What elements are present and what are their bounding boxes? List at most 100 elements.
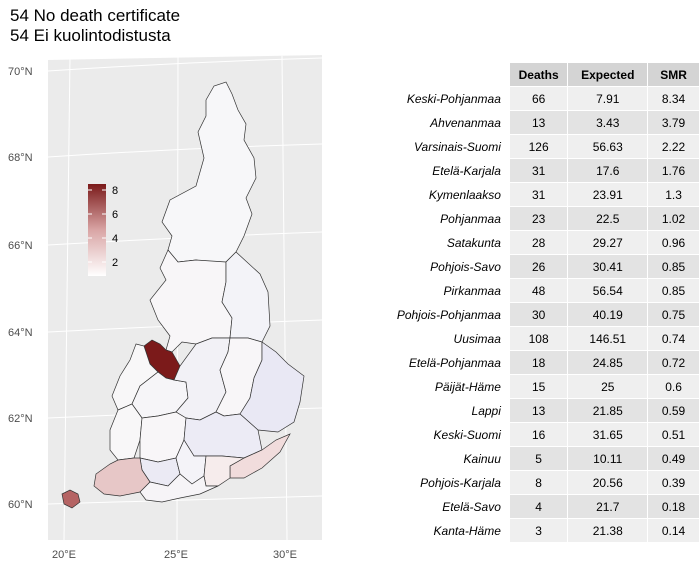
region-name-cell: Kainuu [378, 446, 510, 471]
region-name-cell: Keski-Pohjanmaa [378, 86, 510, 111]
finland-map: 8 6 4 2 70°N 68°N 66°N 64°N 62°N 60°N 20… [8, 55, 323, 561]
expected-cell: 10.11 [567, 446, 649, 471]
deaths-cell: 48 [508, 278, 569, 303]
smr-cell: 0.18 [647, 494, 700, 519]
deaths-cell: 4 [508, 494, 569, 519]
region-pohjois-karjala [239, 341, 305, 433]
table-row: Kainuu 5 10.11 0.49 [378, 446, 700, 471]
expected-cell: 29.27 [567, 230, 649, 255]
table-row: Pirkanmaa 48 56.54 0.85 [378, 278, 700, 303]
chart-title-english: 54 No death certificate [10, 6, 181, 25]
expected-cell: 30.41 [567, 254, 649, 279]
smr-cell: 2.22 [647, 134, 700, 159]
region-name-cell: Ahvenanmaa [378, 110, 510, 135]
region-name-cell: Päijät-Häme [378, 374, 510, 399]
expected-cell: 21.38 [567, 518, 649, 543]
table-row: Varsinais-Suomi 126 56.63 2.22 [378, 134, 700, 159]
smr-cell: 0.85 [647, 278, 700, 303]
expected-cell: 21.7 [567, 494, 649, 519]
lat-tick-64: 64°N [8, 327, 33, 339]
smr-cell: 0.39 [647, 470, 700, 495]
table-row: Keski-Suomi 16 31.65 0.51 [378, 422, 700, 447]
chart-title-finnish: 54 Ei kuolintodistusta [10, 26, 171, 45]
region-name-cell: Pohjanmaa [378, 206, 510, 231]
smr-cell: 1.3 [647, 182, 700, 207]
table-header-row: Deaths Expected SMR [378, 62, 700, 87]
table-row: Pohjois-Pohjanmaa 30 40.19 0.75 [378, 302, 700, 327]
smr-cell: 0.49 [647, 446, 700, 471]
deaths-cell: 13 [508, 398, 569, 423]
lon-tick-30: 30°E [273, 549, 297, 561]
table-row: Pohjois-Savo 26 30.41 0.85 [378, 254, 700, 279]
table-row: Pohjanmaa 23 22.5 1.02 [378, 206, 700, 231]
lat-tick-62: 62°N [8, 413, 33, 425]
table-row: Etelä-Karjala 31 17.6 1.76 [378, 158, 700, 183]
deaths-cell: 13 [508, 110, 569, 135]
lon-tick-25: 25°E [164, 549, 188, 561]
smr-cell: 0.85 [647, 254, 700, 279]
table-row: Uusimaa 108 146.51 0.74 [378, 326, 700, 351]
smr-cell: 0.96 [647, 230, 700, 255]
deaths-cell: 16 [508, 422, 569, 447]
deaths-cell: 15 [508, 374, 569, 399]
expected-cell: 24.85 [567, 350, 649, 375]
region-ahvenanmaa [61, 489, 81, 509]
expected-cell: 3.43 [567, 110, 649, 135]
region-name-cell: Satakunta [378, 230, 510, 255]
deaths-cell: 30 [508, 302, 569, 327]
expected-cell: 7.91 [567, 86, 649, 111]
expected-cell: 22.5 [567, 206, 649, 231]
legend-tick-6: 6 [112, 209, 118, 221]
smr-cell: 0.72 [647, 350, 700, 375]
region-name-cell: Kymenlaakso [378, 182, 510, 207]
legend-colorbar [88, 184, 106, 276]
smr-table: Deaths Expected SMR Keski-Pohjanmaa 66 7.9… [378, 62, 700, 543]
expected-cell: 146.51 [567, 326, 649, 351]
expected-cell: 23.91 [567, 182, 649, 207]
smr-cell: 0.74 [647, 326, 700, 351]
legend-tick-8: 8 [112, 185, 118, 197]
deaths-cell: 26 [508, 254, 569, 279]
deaths-cell: 3 [508, 518, 569, 543]
smr-cell: 0.14 [647, 518, 700, 543]
expected-cell: 40.19 [567, 302, 649, 327]
expected-cell: 31.65 [567, 422, 649, 447]
table-row: Satakunta 28 29.27 0.96 [378, 230, 700, 255]
header-expected: Expected [567, 62, 649, 87]
smr-cell: 1.02 [647, 206, 700, 231]
smr-cell: 3.79 [647, 110, 700, 135]
deaths-cell: 66 [508, 86, 569, 111]
smr-cell: 0.75 [647, 302, 700, 327]
expected-cell: 25 [567, 374, 649, 399]
lat-tick-60: 60°N [8, 499, 33, 511]
expected-cell: 21.85 [567, 398, 649, 423]
table-row: Pohjois-Karjala 8 20.56 0.39 [378, 470, 700, 495]
expected-cell: 56.63 [567, 134, 649, 159]
region-name-cell: Pohjois-Pohjanmaa [378, 302, 510, 327]
table-row: Lappi 13 21.85 0.59 [378, 398, 700, 423]
deaths-cell: 28 [508, 230, 569, 255]
expected-cell: 56.54 [567, 278, 649, 303]
region-name-cell: Keski-Suomi [378, 422, 510, 447]
lat-tick-70: 70°N [8, 66, 33, 78]
deaths-cell: 31 [508, 158, 569, 183]
region-name-cell: Uusimaa [378, 326, 510, 351]
region-name-cell: Etelä-Karjala [378, 158, 510, 183]
legend-tick-2: 2 [112, 257, 118, 269]
legend-ticks [88, 189, 106, 263]
region-name-cell: Etelä-Pohjanmaa [378, 350, 510, 375]
smr-cell: 1.76 [647, 158, 700, 183]
region-name-cell: Kanta-Häme [378, 518, 510, 543]
deaths-cell: 31 [508, 182, 569, 207]
region-name-cell: Pohjois-Savo [378, 254, 510, 279]
region-uusimaa [139, 473, 219, 503]
region-varsinais-suomi [93, 457, 151, 497]
deaths-cell: 108 [508, 326, 569, 351]
region-name-cell: Lappi [378, 398, 510, 423]
expected-cell: 17.6 [567, 158, 649, 183]
table-row: Päijät-Häme 15 25 0.6 [378, 374, 700, 399]
region-name-cell: Varsinais-Suomi [378, 134, 510, 159]
lat-tick-66: 66°N [8, 240, 33, 252]
smr-cell: 0.6 [647, 374, 700, 399]
deaths-cell: 23 [508, 206, 569, 231]
